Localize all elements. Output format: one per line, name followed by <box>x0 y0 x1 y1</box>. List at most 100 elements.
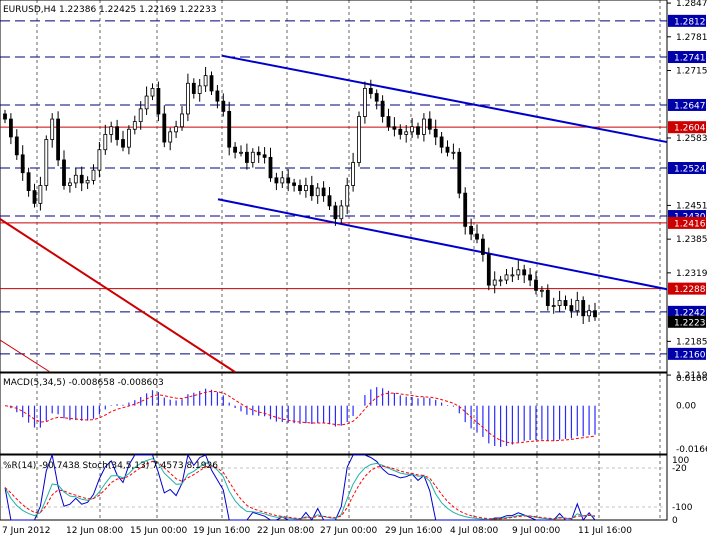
candle <box>445 140 450 157</box>
candle <box>292 178 297 192</box>
candle-body <box>56 118 60 161</box>
candle <box>469 218 474 241</box>
y-tick-label: 1.23850 <box>676 235 707 245</box>
candle-body <box>292 182 297 186</box>
macd-panel-frame <box>0 372 668 455</box>
price-tag: 1.22233 <box>668 315 707 328</box>
price-tag-label: 1.22427 <box>674 308 707 318</box>
candle-body <box>516 269 521 276</box>
candle-body <box>85 179 90 184</box>
candle <box>534 271 538 295</box>
price-tag-box <box>668 315 706 328</box>
price-tag-box <box>668 14 706 27</box>
candle-body <box>380 100 385 117</box>
y-tick-label: 1.21190 <box>676 371 707 381</box>
macd-tick-label: -0.016637 <box>676 445 707 455</box>
candle-body <box>8 118 13 138</box>
candle <box>587 304 591 322</box>
candle <box>209 71 214 96</box>
candle-body <box>156 88 161 115</box>
candle <box>162 105 167 148</box>
x-tick-label: 27 Jun 00:00 <box>320 526 377 536</box>
downtrend-line <box>0 218 236 373</box>
price-tag-label: 1.28122 <box>674 17 707 27</box>
price-tag: 1.25242 <box>668 162 707 175</box>
x-tick-label: 29 Jun 16:00 <box>385 526 442 536</box>
candle-body <box>451 151 456 154</box>
candle-body <box>262 154 267 158</box>
candle <box>309 175 314 201</box>
candle <box>44 135 49 191</box>
x-tick-label: 15 Jun 00:00 <box>130 526 187 536</box>
y-tick-label: 1.23190 <box>676 269 707 279</box>
candle-body <box>109 126 114 135</box>
x-tick-label: 7 Jun 2012 <box>2 526 50 536</box>
candle-body <box>421 118 426 135</box>
candle-body <box>3 113 7 120</box>
price-tag-label: 1.22882 <box>674 285 707 295</box>
candle <box>26 167 31 197</box>
candle-body <box>374 93 379 102</box>
candle <box>392 117 397 137</box>
candle <box>56 111 60 167</box>
candle <box>380 95 385 123</box>
candle-body <box>162 113 167 143</box>
candle-body <box>215 90 220 102</box>
candle-body <box>469 225 474 235</box>
downtrend-line-thin <box>0 339 51 373</box>
candle <box>410 118 415 138</box>
trend-lines <box>0 54 668 373</box>
candle-body <box>439 136 444 148</box>
candle <box>109 121 114 143</box>
candle-body <box>221 100 226 112</box>
candle <box>581 296 586 324</box>
candle-body <box>180 113 184 128</box>
candle <box>433 119 438 146</box>
candle-body <box>14 136 19 156</box>
candle-body <box>115 126 119 140</box>
candle <box>62 150 66 190</box>
x-tick-label: 11 Jul 16:00 <box>578 526 632 536</box>
candle-body <box>504 274 509 281</box>
price-tag-label: 1.26476 <box>674 101 707 111</box>
candle <box>351 152 356 192</box>
candle-body <box>327 195 332 207</box>
price-tag-box <box>668 121 706 134</box>
candle-body <box>498 279 503 282</box>
candle <box>321 181 326 202</box>
price-tag-label: 1.21605 <box>674 350 707 360</box>
oscillator-tick-label: 0 <box>672 516 678 526</box>
candle <box>522 264 527 284</box>
oscillator-tick-label: 100 <box>672 456 689 466</box>
candle <box>475 224 479 244</box>
candle <box>557 290 562 312</box>
candle-body <box>73 174 78 184</box>
price-tag: 1.21605 <box>668 347 707 360</box>
candle-body <box>256 151 261 156</box>
candle-body <box>62 159 66 186</box>
candle <box>262 147 267 164</box>
candle-body <box>185 82 190 115</box>
candle <box>221 93 226 117</box>
candle-body <box>333 205 338 220</box>
candle <box>404 124 409 143</box>
candle <box>79 166 84 192</box>
oscillator-tick-label: -100 <box>672 503 693 513</box>
candle <box>451 143 456 160</box>
candle <box>73 168 78 189</box>
y-tick-label: 1.28470 <box>676 0 707 9</box>
candle-body <box>274 177 279 184</box>
candle-body <box>404 131 409 135</box>
candle <box>191 78 196 99</box>
candle-body <box>174 126 179 133</box>
candle-body <box>545 289 550 306</box>
candle-body <box>557 300 562 306</box>
candle-body <box>457 151 462 194</box>
candle-body <box>486 254 491 286</box>
candle <box>185 73 190 122</box>
candle-body <box>480 238 485 255</box>
candle-body <box>138 108 143 123</box>
candle <box>127 125 131 155</box>
